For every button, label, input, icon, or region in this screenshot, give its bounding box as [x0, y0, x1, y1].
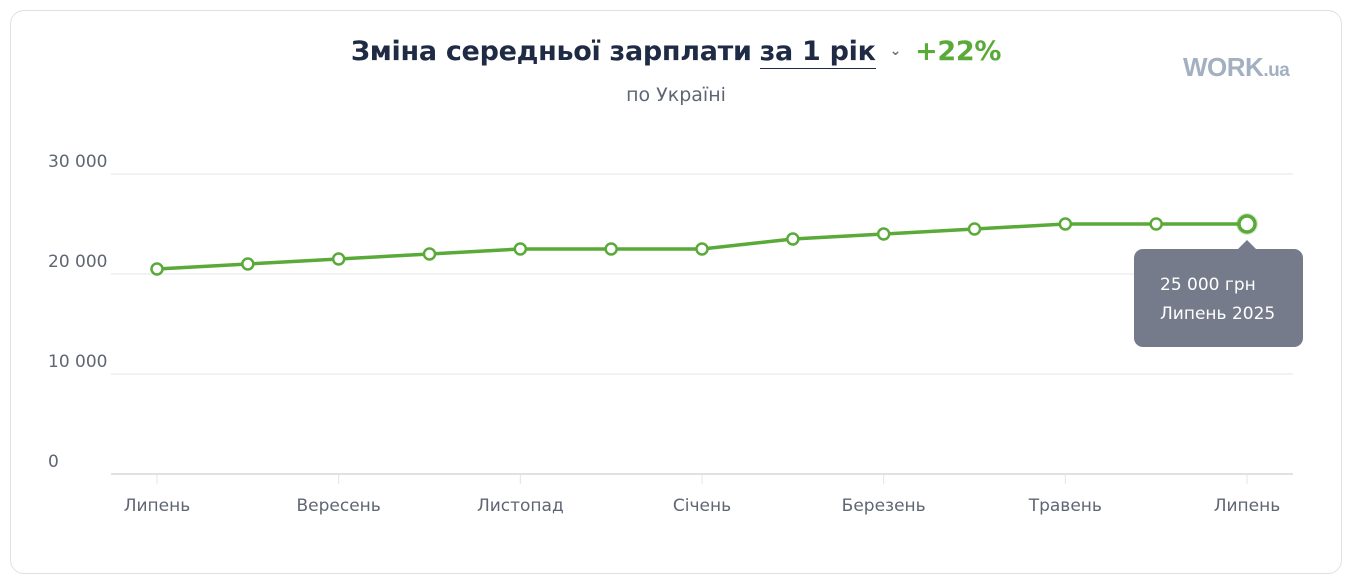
- y-tick-label: 10 000: [48, 352, 107, 372]
- x-tick-label: Липень: [124, 496, 191, 516]
- chart-header: Зміна середньої зарплати за 1 рік ⌄ +22%: [0, 36, 1352, 69]
- y-tick-label: 30 000: [48, 152, 107, 172]
- work-ua-logo: WORK.ua: [1183, 52, 1290, 83]
- data-point[interactable]: [1237, 214, 1257, 234]
- tooltip-date: Липень 2025: [1160, 304, 1276, 324]
- data-point[interactable]: [331, 252, 346, 266]
- logo-main: WORK: [1183, 52, 1264, 82]
- data-point[interactable]: [786, 232, 800, 246]
- x-tick-label: Листопад: [477, 496, 564, 516]
- data-point[interactable]: [695, 242, 709, 256]
- data-point[interactable]: [967, 222, 982, 236]
- title-text: Зміна середньої зарплати: [350, 36, 752, 67]
- x-tick-label: Липень: [1214, 496, 1281, 516]
- chart-title: Зміна середньої зарплати за 1 рік ⌄ +22%: [351, 36, 1001, 69]
- chevron-down-icon[interactable]: ⌄: [889, 43, 902, 59]
- x-tick-label: Січень: [673, 496, 731, 516]
- logo-suffix: .ua: [1263, 60, 1290, 81]
- data-point[interactable]: [241, 257, 255, 271]
- x-tick-label: Вересень: [297, 496, 381, 516]
- data-point[interactable]: [876, 227, 891, 241]
- x-tick-label: Березень: [842, 496, 926, 516]
- change-percent: +22%: [915, 36, 1002, 67]
- y-tick-label: 20 000: [48, 252, 107, 272]
- x-tick-label: Травень: [1028, 496, 1102, 516]
- data-point[interactable]: [604, 242, 618, 256]
- data-tooltip: 25 000 грн Липень 2025: [1134, 240, 1303, 347]
- chart-subtitle: по Україні: [626, 84, 726, 106]
- tooltip-value: 25 000 грн: [1160, 275, 1256, 295]
- data-point[interactable]: [1058, 217, 1073, 231]
- data-point[interactable]: [150, 262, 164, 276]
- y-tick-label: 0: [48, 452, 59, 472]
- period-selector[interactable]: за 1 рік: [759, 36, 876, 69]
- data-point[interactable]: [513, 242, 528, 256]
- salary-chart-card: [10, 10, 1342, 574]
- data-point[interactable]: [1149, 217, 1163, 231]
- data-point[interactable]: [422, 247, 437, 261]
